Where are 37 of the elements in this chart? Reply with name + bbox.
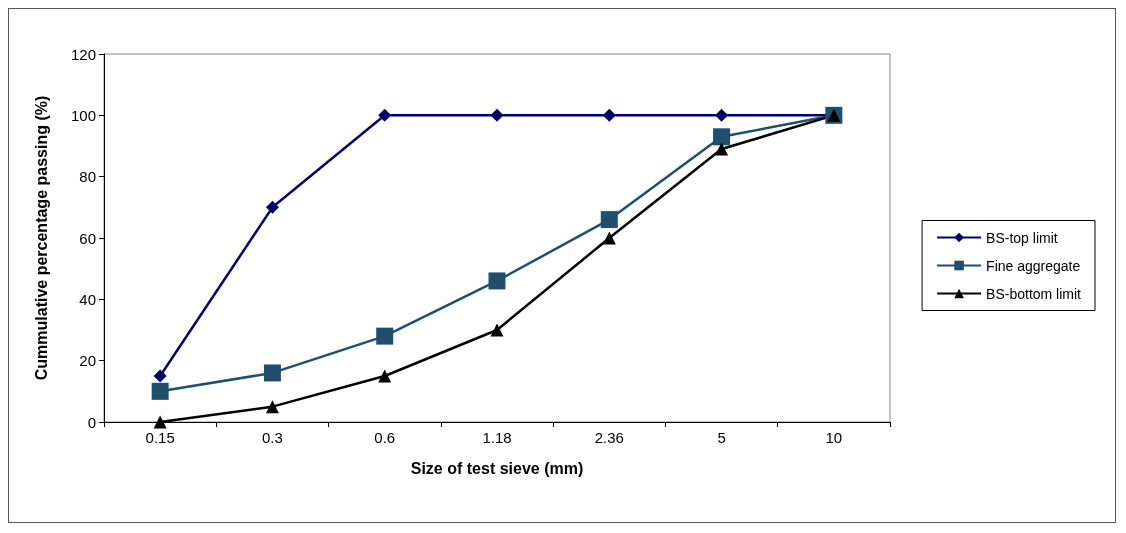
x-tick-label: 1.18 (482, 429, 512, 446)
x-axis-title: Size of test sieve (mm) (410, 459, 584, 477)
point (378, 369, 392, 383)
point (713, 128, 731, 146)
y-tick-label: 120 (70, 45, 96, 63)
point (265, 200, 279, 214)
x-tick-label: 0.15 (145, 429, 175, 446)
point (265, 400, 279, 414)
point (378, 108, 392, 122)
point (376, 327, 394, 345)
legend-label: BS-bottom limit (986, 285, 1082, 302)
y-tick-label: 0 (87, 413, 96, 431)
point (488, 272, 506, 290)
point (715, 142, 729, 156)
x-tick-label: 5 (717, 429, 726, 446)
point (151, 382, 169, 400)
x-tick-label: 0.6 (374, 429, 396, 446)
legend-label: Fine aggregate (986, 257, 1081, 274)
y-tick-label: 20 (79, 352, 96, 370)
x-tick-label: 2.36 (594, 429, 624, 446)
x-tick-label: 10 (825, 429, 843, 446)
y-tick-label: 60 (79, 229, 96, 247)
point (490, 323, 504, 337)
y-tick-label: 100 (70, 106, 96, 124)
y-axis-title: Cummulative percentage passing (%) (32, 95, 50, 381)
point (602, 231, 616, 245)
legend-label: BS-top limit (986, 229, 1058, 246)
y-tick-label: 40 (79, 290, 96, 308)
point (715, 108, 729, 122)
x-tick-label: 0.3 (262, 429, 283, 446)
point (490, 108, 504, 122)
point (602, 108, 616, 122)
point (263, 364, 281, 382)
y-tick-label: 80 (79, 168, 96, 186)
point (600, 211, 618, 229)
point (153, 415, 167, 429)
point (153, 369, 167, 383)
